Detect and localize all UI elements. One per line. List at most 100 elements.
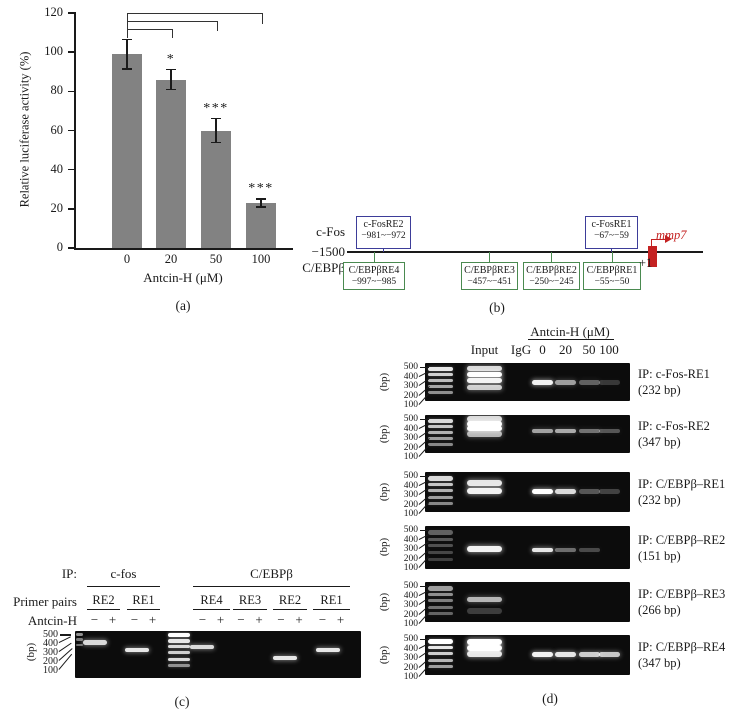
treatment-minus-sign: − <box>198 612 207 627</box>
ladder-band <box>428 489 453 493</box>
bp-label: 400 <box>403 643 418 654</box>
treatment-minus-sign: − <box>90 612 99 627</box>
gel-size-label: (151 bp) <box>638 548 681 563</box>
site-box-cebpb-re1: C/EBPβRE1 −55~−50 <box>583 262 641 290</box>
pcr-band <box>578 428 600 434</box>
treatment-plus-sign: + <box>148 612 157 627</box>
primer-pair-label: RE1 <box>320 593 343 607</box>
input-band <box>467 480 502 486</box>
ladder-band <box>428 611 453 615</box>
bp-tick-dash <box>420 419 429 421</box>
site-name: C/EBPβRE3 <box>464 265 515 276</box>
ladder-band <box>428 639 453 644</box>
pcr-band <box>83 640 107 645</box>
pcr-band <box>555 489 576 494</box>
bp-label: 100 <box>403 672 418 682</box>
caption-d: (d) <box>542 691 558 706</box>
primer-pair-label: RE3 <box>238 593 262 607</box>
panel-a-bar-chart: Relative luciferase activity (%) Antcin-… <box>10 5 320 320</box>
input-band <box>467 608 502 614</box>
y-tick-label: 80 <box>50 83 64 98</box>
x-tick-label: 20 <box>164 252 178 266</box>
comparison-bracket <box>127 21 218 31</box>
error-bar-line <box>170 69 172 90</box>
bp-axis-unit: (bp) <box>378 482 390 501</box>
gel-ip-label: IP: C/EBPβ–RE1 <box>638 477 726 491</box>
bp-axis-unit: (bp) <box>378 645 390 664</box>
treatment-minus-sign: − <box>318 612 327 627</box>
treatment-plus-sign: + <box>255 612 263 627</box>
bp-label: 400 <box>403 534 418 545</box>
bp-label: 400 <box>403 590 418 601</box>
y-tick-label: 20 <box>50 200 64 215</box>
bp-label: 400 <box>403 371 418 382</box>
bp-axis-unit: (bp) <box>25 642 37 662</box>
lane-label: IgG <box>510 342 532 357</box>
site-range: −997~−985 <box>351 276 397 287</box>
bp-tick-dash <box>420 367 429 369</box>
lane-label: 0 <box>539 342 546 357</box>
ladder-band <box>428 658 453 662</box>
track-label-position: −1500 <box>311 244 345 259</box>
ladder-band <box>428 385 453 389</box>
pcr-band <box>532 428 553 434</box>
bp-axis-unit: (bp) <box>378 372 390 391</box>
input-band <box>467 425 502 432</box>
primer-pair-underline <box>87 608 120 610</box>
caption-a: (a) <box>175 298 191 313</box>
bp-label: 200 <box>403 553 418 564</box>
bp-tick-slash <box>58 654 73 671</box>
gel-size-label: (232 bp) <box>638 383 681 397</box>
x-axis-line <box>74 248 293 250</box>
y-tick-label: 120 <box>44 5 63 19</box>
x-tick-label: 0 <box>123 252 131 266</box>
error-bar-line <box>126 39 128 69</box>
ladder-band <box>428 501 453 505</box>
tss-label: +1 <box>639 256 653 270</box>
treatment-underline <box>528 338 614 341</box>
y-tick-label: 60 <box>50 122 64 137</box>
ladder-band <box>428 476 453 481</box>
pcr-band <box>598 652 620 657</box>
bp-axis-unit: (bp) <box>378 537 390 557</box>
primer-pair-underline <box>193 608 230 610</box>
pcr-band <box>598 428 620 434</box>
connector-cebpb-re4 <box>373 252 375 262</box>
ladder-band <box>428 652 453 656</box>
bp-label: 300 <box>403 381 418 391</box>
input-band <box>467 651 502 657</box>
bp-tick-dash <box>60 634 71 636</box>
bp-label: 200 <box>403 499 418 510</box>
treatment-minus-sign: − <box>237 612 245 627</box>
gel-size-label: (347 bp) <box>638 656 681 670</box>
bp-label: 200 <box>403 609 418 620</box>
site-name: C/EBPβRE4 <box>348 265 400 276</box>
error-bar-cap <box>256 198 266 200</box>
input-band <box>467 488 502 494</box>
site-name: C/EBPβRE1 <box>586 265 638 276</box>
ladder-band <box>428 391 453 395</box>
treatment-plus-sign: + <box>216 612 225 627</box>
bar <box>112 54 142 248</box>
bar <box>201 130 231 248</box>
pcr-band <box>190 644 214 649</box>
ladder-band <box>428 425 453 429</box>
bp-label: 300 <box>403 544 418 554</box>
ladder-band <box>168 657 190 661</box>
connector-cebpb-re2 <box>551 252 553 262</box>
ladder-band <box>428 530 453 535</box>
primer-pair-label: RE4 <box>200 593 223 607</box>
input-band <box>467 645 502 651</box>
gel-image <box>425 415 630 453</box>
gel-ip-label: IP: c-Fos-RE2 <box>638 419 710 433</box>
site-box-cfos-re1: c-FosRE1 −67~−59 <box>585 216 638 249</box>
row-label-antcin-h: Antcin-H <box>27 613 77 628</box>
bp-axis-unit: (bp) <box>378 424 390 443</box>
treatment-header: Antcin-H (μM) <box>530 324 610 339</box>
bar <box>156 79 186 248</box>
primer-pair-underline <box>233 608 267 610</box>
panel-b-promoter-map: c-Fos −1500 C/EBPβ c-FosRE2 −981~−972 c-… <box>290 195 736 330</box>
tss-arrow-line <box>650 238 667 241</box>
site-range: −457~−451 <box>467 276 512 287</box>
